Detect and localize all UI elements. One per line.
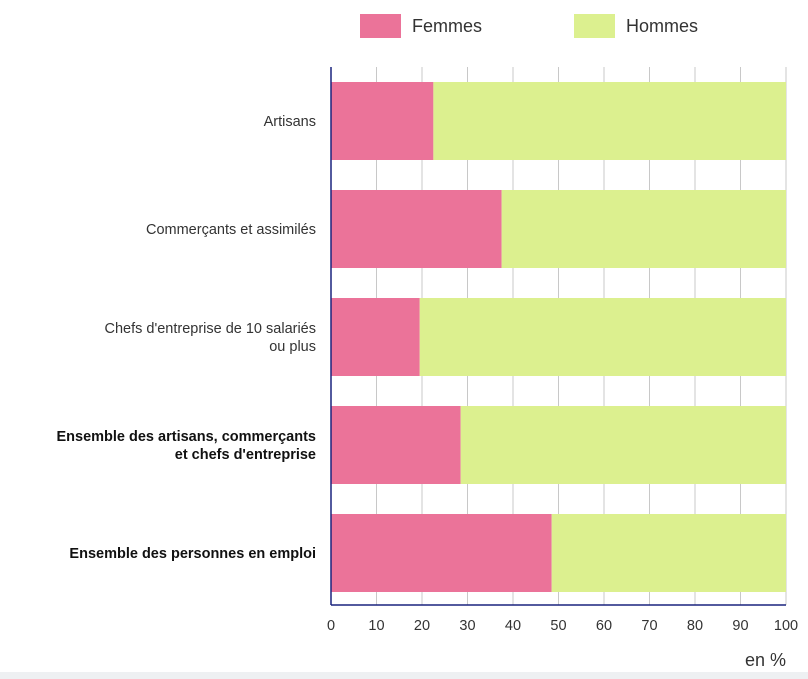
legend-label-femmes: Femmes xyxy=(412,15,483,36)
category-label-line: Chefs d'entreprise de 10 salariés xyxy=(104,321,316,337)
x-tick-label-70: 70 xyxy=(641,618,657,634)
bar-hommes-3[interactable] xyxy=(460,406,786,484)
legend-item-hommes[interactable]: Hommes xyxy=(574,14,698,38)
category-label-line: Ensemble des artisans, commerçants xyxy=(56,429,316,445)
bar-hommes-1[interactable] xyxy=(501,190,786,268)
x-axis-label: en % xyxy=(745,650,786,670)
x-tick-label-100: 100 xyxy=(774,618,798,634)
legend: Femmes Hommes xyxy=(360,14,790,38)
x-tick-label-40: 40 xyxy=(505,618,521,634)
x-tick-label-50: 50 xyxy=(550,618,566,634)
x-tick-label-30: 30 xyxy=(459,618,475,634)
category-label-line: et chefs d'entreprise xyxy=(175,447,316,463)
x-tick-label-80: 80 xyxy=(687,618,703,634)
x-tick-label-20: 20 xyxy=(414,618,430,634)
bar-hommes-4[interactable] xyxy=(551,514,786,592)
category-label-2: Chefs d'entreprise de 10 salariés ou plus xyxy=(104,321,316,355)
bar-femmes-1[interactable] xyxy=(331,190,502,268)
bottom-divider xyxy=(0,672,808,679)
bar-femmes-3[interactable] xyxy=(331,406,461,484)
legend-swatch-hommes xyxy=(574,14,616,38)
bar-femmes-2[interactable] xyxy=(331,298,420,376)
axes xyxy=(330,67,786,606)
bar-femmes-4[interactable] xyxy=(331,514,552,592)
bars xyxy=(331,82,786,592)
category-labels: Artisans Commerçants et assimilés Chefs d'… xyxy=(56,114,316,562)
legend-label-hommes: Hommes xyxy=(626,15,699,36)
x-tick-label-10: 10 xyxy=(368,618,384,634)
category-label-line: Commerçants et assimilés xyxy=(146,222,316,238)
category-label-line: Artisans xyxy=(264,114,316,130)
category-label-4: Ensemble des personnes en emploi xyxy=(69,546,316,562)
x-tick-label-0: 0 xyxy=(327,618,335,634)
x-tick-label-90: 90 xyxy=(732,618,748,634)
category-label-3: Ensemble des artisans, commerçants et che… xyxy=(56,429,316,463)
category-label-0: Artisans xyxy=(264,114,316,130)
category-label-1: Commerçants et assimilés xyxy=(146,222,316,238)
bar-hommes-2[interactable] xyxy=(419,298,786,376)
tick-labels: 0 10 20 30 40 50 60 70 80 90 100 xyxy=(327,618,798,634)
x-tick-label-60: 60 xyxy=(596,618,612,634)
legend-item-femmes[interactable]: Femmes xyxy=(360,14,482,38)
legend-swatch-femmes xyxy=(360,14,401,38)
category-label-line: ou plus xyxy=(269,339,316,355)
bar-femmes-0[interactable] xyxy=(331,82,434,160)
category-label-line: Ensemble des personnes en emploi xyxy=(69,546,316,562)
bar-hommes-0[interactable] xyxy=(433,82,786,160)
